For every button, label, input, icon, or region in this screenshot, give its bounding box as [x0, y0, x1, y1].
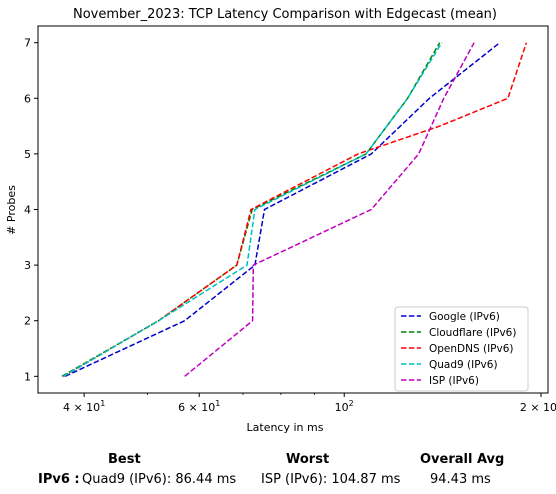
legend-label: Quad9 (IPv6) [429, 359, 498, 371]
legend: Google (IPv6) Cloudflare (IPv6) OpenDNS (I… [395, 307, 528, 391]
summary-header-worst: Worst [286, 452, 329, 467]
y-tick-label: 7 [24, 37, 31, 50]
y-tick-label: 3 [24, 259, 31, 272]
x-tick-label: 102 [335, 399, 354, 414]
x-tick-label: 6 × 101 [178, 399, 220, 414]
chart-title: November_2023: TCP Latency Comparison wi… [73, 7, 497, 22]
summary-worst-value: ISP (IPv6): 104.87 ms [261, 472, 400, 487]
summary-header-best: Best [108, 452, 141, 467]
summary-overall-value: 94.43 ms [430, 472, 491, 487]
y-tick-label: 5 [24, 148, 31, 161]
legend-label: ISP (IPv6) [429, 375, 479, 387]
y-tick-label: 1 [24, 370, 31, 383]
y-tick-label: 2 [24, 315, 31, 328]
y-tick-label: 4 [24, 204, 31, 217]
legend-label: Google (IPv6) [429, 311, 500, 323]
x-axis-label: Latency in ms [247, 421, 324, 434]
y-axis-label: # Probes [5, 185, 18, 235]
x-tick-label: 4 × 101 [63, 399, 105, 414]
legend-label: Cloudflare (IPv6) [429, 327, 516, 339]
summary-row-label: IPv6 : [38, 472, 80, 487]
summary-best-value: Quad9 (IPv6): 86.44 ms [82, 472, 236, 487]
legend-label: OpenDNS (IPv6) [429, 343, 514, 355]
y-tick-label: 6 [24, 92, 31, 105]
latency-chart: November_2023: TCP Latency Comparison wi… [0, 0, 556, 440]
summary-header-overall: Overall Avg [420, 452, 504, 467]
x-tick-label: 2 × 102 [520, 399, 556, 414]
